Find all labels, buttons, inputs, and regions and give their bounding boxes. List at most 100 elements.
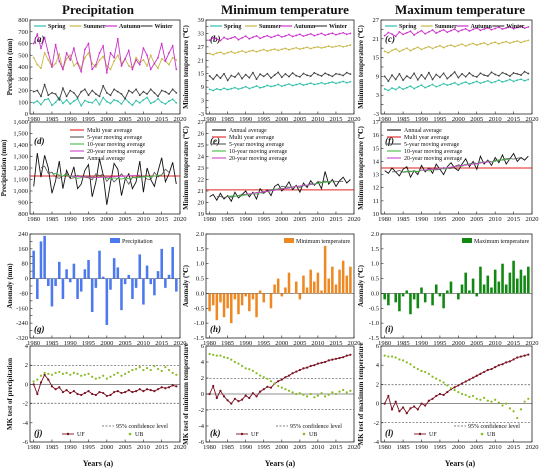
x-tick-label: 2020 [174, 216, 187, 223]
series-point-autumn [273, 35, 276, 38]
x-tick-label: 1980 [378, 444, 391, 451]
uf-point [266, 385, 269, 388]
legend-swatch-dot [66, 432, 70, 436]
series-point-summer [248, 50, 251, 53]
series-point-winter [36, 89, 39, 92]
uf-point [479, 372, 482, 375]
column-title-max-temp: Maximum temperature [395, 2, 525, 17]
ub-point [61, 372, 65, 375]
series-point-winter [241, 77, 243, 80]
series-point-spring [131, 104, 134, 107]
y-tick-label: 21 [198, 57, 205, 64]
y-tick-label: 15 [373, 55, 380, 62]
series-point-winter [76, 96, 79, 99]
x-tick-label: 2015 [329, 116, 342, 123]
bar-1995 [262, 293, 266, 303]
series-point-summer [512, 41, 515, 43]
series-point-winter [468, 72, 471, 74]
legend-label-autumn: Autumn [294, 24, 316, 30]
ub-point [76, 372, 79, 375]
y-tick-label: 2 [376, 381, 379, 388]
ub-point [80, 374, 83, 377]
x-tick-label: 2020 [174, 444, 187, 451]
series-point-winter [69, 89, 72, 92]
series-point-spring [490, 81, 493, 84]
panel-label: (i) [385, 324, 394, 334]
bar-1991 [423, 293, 427, 303]
panel-label: (e) [210, 136, 220, 146]
x-tick-label: 1985 [221, 216, 234, 223]
series-point-winter [523, 70, 526, 73]
bar-1996 [442, 293, 445, 309]
series-point-spring [479, 82, 482, 85]
series-point-spring [168, 100, 170, 102]
uf-point [295, 370, 298, 373]
ub-point [222, 356, 226, 359]
series-line-autumn [33, 32, 177, 74]
ub-point [449, 387, 453, 390]
series-point-autumn [338, 32, 341, 35]
uf-point [483, 370, 486, 374]
series-point-autumn [490, 28, 493, 31]
x-tick-label: 2000 [100, 340, 113, 347]
uf-point [131, 390, 134, 394]
bar-2007 [131, 278, 134, 299]
x-tick-label: 1980 [27, 340, 40, 347]
series-point-autumn [420, 29, 423, 32]
series-point-spring [98, 103, 101, 106]
series-point-winter [230, 74, 233, 77]
y-tick-label: 1,100 [13, 177, 28, 184]
bar-1997 [269, 293, 273, 309]
y-tick-label: 0 [201, 391, 204, 398]
bar-1991 [248, 293, 251, 312]
legend-swatch-dot [418, 432, 422, 436]
series-point-autumn [331, 32, 334, 35]
series-point-summer [149, 54, 152, 57]
series-point-summer [387, 52, 390, 54]
ub-point [240, 364, 244, 368]
ub-point [324, 395, 327, 398]
series-point-spring [331, 81, 334, 83]
uf-point [58, 386, 61, 389]
series-point-summer [102, 55, 105, 58]
bar-1984 [47, 278, 50, 286]
x-tick-label: 1995 [257, 116, 270, 123]
ub-point [401, 359, 405, 362]
uf-point [54, 388, 57, 391]
bar-2005 [475, 293, 479, 297]
series-point-spring [298, 82, 301, 85]
ub-point [145, 366, 149, 370]
x-tick-label: 2010 [489, 116, 502, 123]
y-tick-label: 33 [198, 30, 205, 37]
series-point-spring [483, 81, 486, 83]
series-point-summer [171, 56, 174, 59]
ub-point [109, 375, 112, 378]
uf-point [248, 396, 251, 400]
series-point-autumn [259, 37, 262, 40]
series-point-summer [73, 64, 75, 67]
y-tick-label: 27 [198, 119, 205, 126]
uf-point [105, 394, 108, 398]
series-line-spring [33, 96, 177, 107]
series-point-spring [512, 80, 515, 83]
y-tick-label: 4 [201, 359, 205, 366]
series-point-winter [223, 72, 225, 75]
bar-1995 [438, 293, 442, 297]
x-tick-label: 2020 [348, 216, 361, 223]
series-point-autumn [36, 33, 39, 35]
ub-point [313, 396, 316, 399]
legend-label-summer: Summer [259, 24, 281, 30]
bar-2012 [323, 245, 327, 294]
ub-point [127, 370, 130, 374]
legend-label: 10-year moving average [87, 142, 146, 148]
series-point-winter [431, 78, 434, 81]
panel-d: 1980 1985 1990 1995 2000 2005 2010 2015 2020 800 9… [0, 119, 187, 223]
uf-point [47, 378, 50, 381]
panel-c: 1980 1985 1990 1995 2000 2005 2010 2015 2020 -3 3 9… [357, 17, 539, 123]
x-tick-label: 1980 [203, 340, 216, 347]
bar-1982 [39, 241, 43, 279]
uf-point [527, 353, 530, 356]
series-point-summer [280, 48, 283, 51]
series-point-autumn [501, 28, 504, 30]
